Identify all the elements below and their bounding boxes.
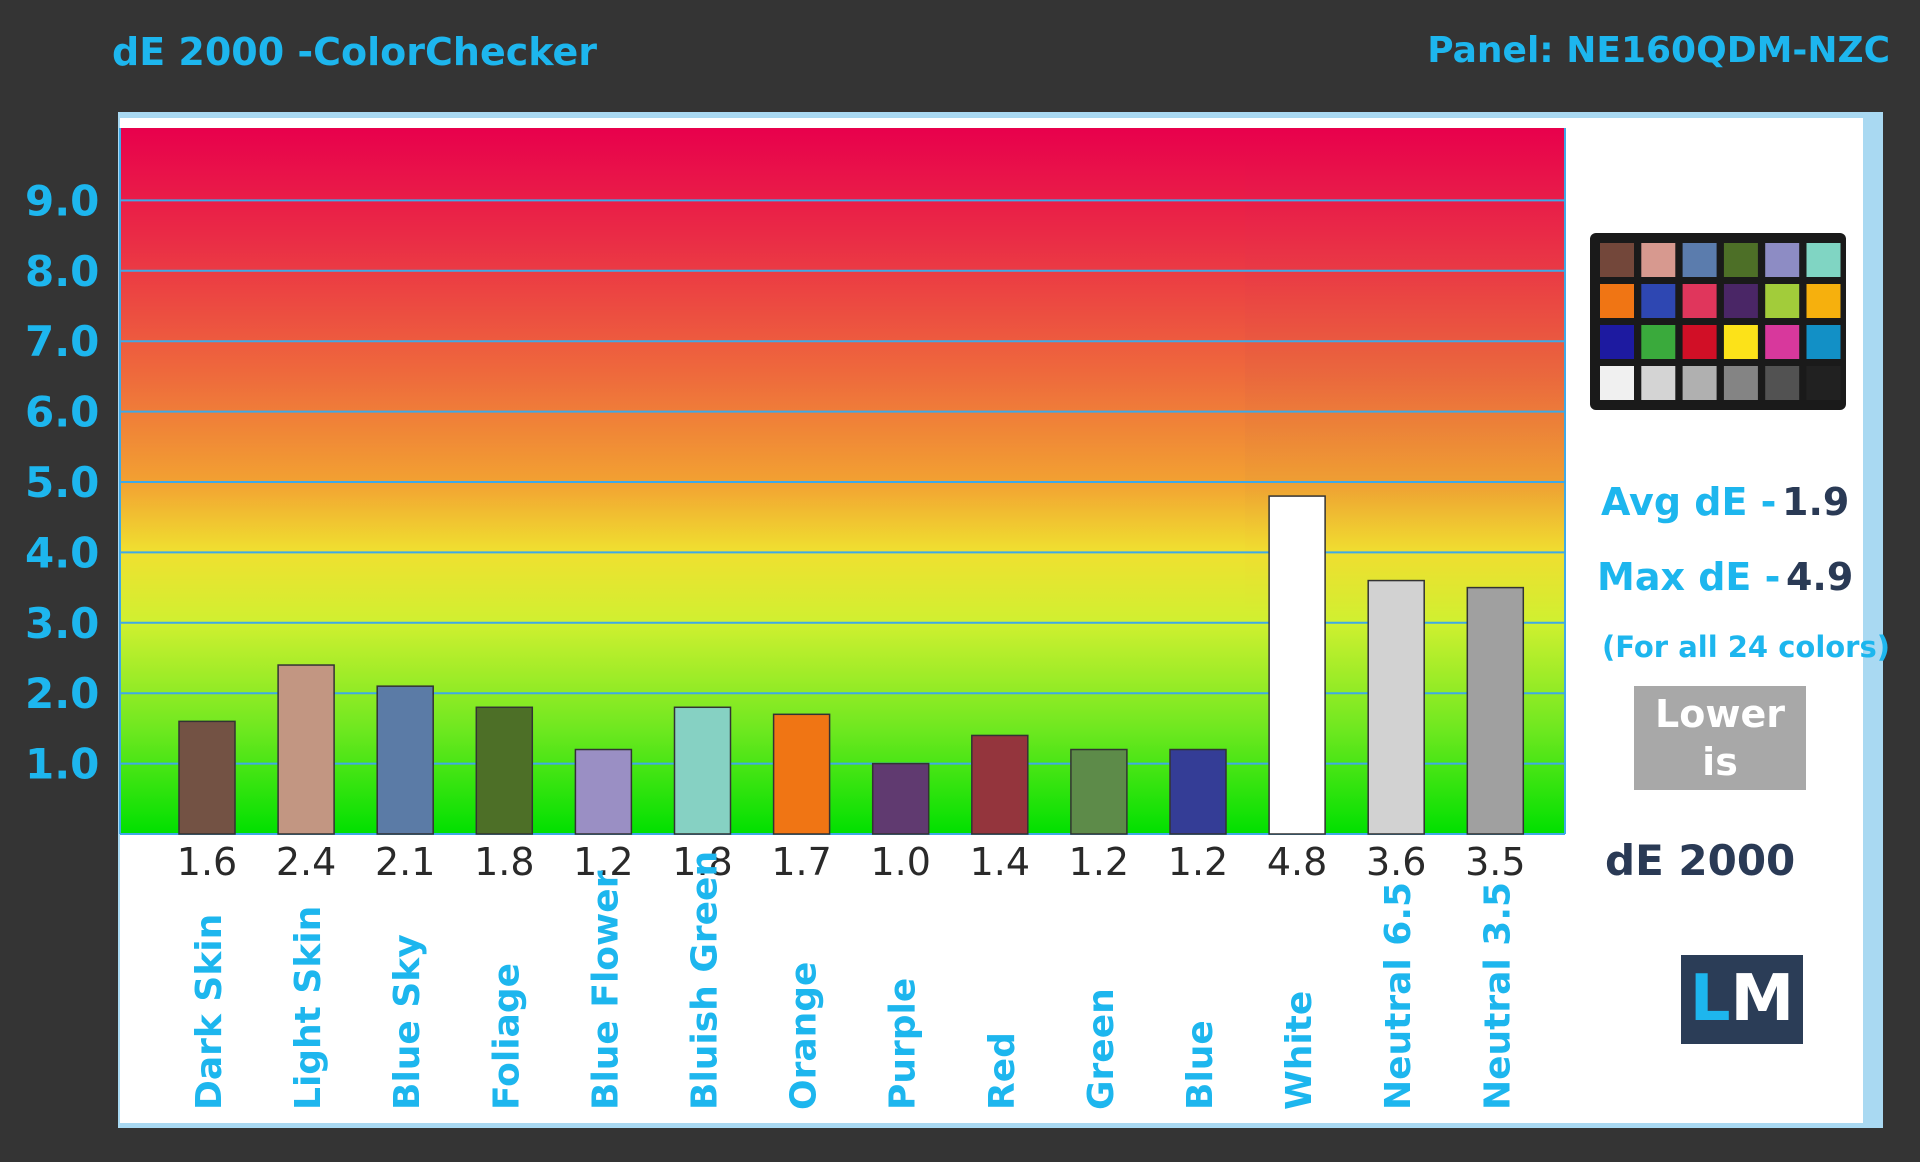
category-label: Blue [1180, 1020, 1221, 1110]
bar-blue [1169, 748, 1227, 835]
bar-light-skin [277, 664, 335, 835]
value-label: 1.8 [474, 840, 534, 884]
swatch-patch [1765, 366, 1800, 400]
lower-is-better-badge: Lower is better [1634, 686, 1806, 832]
bar-blue-sky [376, 685, 434, 835]
swatch-patch [1600, 243, 1634, 277]
swatch-patch [1600, 325, 1634, 359]
swatch-patch [1806, 325, 1841, 359]
y-tick-label: 8.0 [25, 247, 99, 296]
bar-red [971, 734, 1029, 835]
y-tick-label: 4.0 [25, 528, 99, 577]
avg-de-label: Avg dE - [1601, 480, 1777, 524]
max-de-label: Max dE - [1597, 555, 1781, 599]
value-label: 1.2 [573, 840, 633, 884]
swatch-patch [1600, 366, 1634, 400]
chart-title: dE 2000 -ColorChecker [112, 30, 598, 74]
category-label: Purple [883, 978, 924, 1110]
swatch-patch [1765, 243, 1800, 277]
bar-white [1268, 495, 1326, 835]
swatch-patch [1682, 325, 1717, 359]
swatch-patch [1723, 284, 1758, 318]
category-labels: Dark Skin Light Skin Blue Sky Foliage Blue F… [189, 851, 1518, 1110]
bar-dark-skin [178, 720, 236, 835]
swatch-patch [1641, 366, 1676, 400]
y-tick-label: 5.0 [25, 458, 99, 507]
category-label: Orange [784, 962, 825, 1110]
y-tick-label: 1.0 [25, 740, 99, 789]
badge-line-1: Lower is [1655, 692, 1785, 784]
y-axis-ticks: 1.0 2.0 3.0 4.0 5.0 6.0 7.0 8.0 9.0 [25, 176, 99, 788]
category-label: White [1279, 991, 1320, 1110]
swatch-patch [1682, 366, 1717, 400]
value-label: 1.4 [970, 840, 1030, 884]
value-label: 1.6 [177, 840, 237, 884]
y-tick-label: 3.0 [25, 599, 99, 648]
swatch-patch [1723, 243, 1758, 277]
category-label: Neutral 6.5 [1378, 882, 1419, 1110]
category-label: Light Skin [288, 906, 329, 1110]
logo-letter-l: L [1689, 962, 1731, 1036]
y-tick-label: 7.0 [25, 317, 99, 366]
panel-label: Panel: NE160QDM-NZC [1427, 30, 1890, 71]
category-label: Red [982, 1032, 1023, 1110]
value-label: 1.8 [672, 840, 732, 884]
value-labels: 1.6 2.4 2.1 1.8 1.2 1.8 1.7 1.0 1.4 1.2 1.2 4.8 3.6 3… [177, 840, 1526, 884]
avg-de-value: 1.9 [1782, 480, 1850, 524]
category-label: Bluish Green [685, 851, 726, 1110]
bar-neutral-6-5 [1367, 579, 1425, 835]
value-label: 2.1 [375, 840, 435, 884]
swatch-patch [1765, 325, 1800, 359]
bar-neutral-3-5 [1466, 586, 1525, 835]
swatch-patch [1641, 325, 1676, 359]
category-label: Blue Flower [585, 870, 626, 1110]
category-label: Dark Skin [189, 914, 230, 1110]
category-label: Neutral 3.5 [1477, 882, 1518, 1110]
bar-bluish-green [673, 706, 732, 835]
max-de-value: 4.9 [1785, 555, 1854, 599]
bar-blue-flower [574, 748, 633, 835]
value-label: 3.5 [1465, 840, 1525, 884]
value-label: 4.8 [1267, 840, 1327, 884]
swatch-frame [1590, 233, 1846, 410]
y-tick-label: 2.0 [25, 669, 99, 718]
badge-line-2: better [1653, 788, 1787, 832]
bar-orange [772, 713, 831, 835]
bars [178, 495, 1525, 835]
swatch-patch [1600, 284, 1634, 318]
value-label: 1.2 [1168, 840, 1228, 884]
value-label: 1.0 [870, 840, 930, 884]
y-tick-label: 9.0 [25, 176, 99, 225]
swatch-patch [1806, 243, 1841, 277]
swatch-patch [1765, 284, 1800, 318]
swatch-patch [1682, 243, 1717, 277]
category-label: Green [1081, 988, 1122, 1110]
bar-foliage [475, 706, 534, 835]
swatch-patch [1723, 325, 1758, 359]
metric-label: dE 2000 [1605, 836, 1796, 885]
value-label: 1.7 [771, 840, 831, 884]
logo-letter-m: M [1730, 962, 1795, 1036]
swatch-patch [1806, 284, 1841, 318]
swatch-patch [1806, 366, 1841, 400]
category-label: Blue Sky [387, 934, 428, 1110]
swatch-patch [1641, 243, 1676, 277]
swatch-patch [1682, 284, 1717, 318]
swatch-patch [1641, 284, 1676, 318]
value-label: 1.2 [1069, 840, 1129, 884]
value-label: 2.4 [276, 840, 336, 884]
swatch-patch [1723, 366, 1758, 400]
value-label: 3.6 [1366, 840, 1426, 884]
laptopmedia-logo: LM [1681, 955, 1803, 1044]
colors-note: (For all 24 colors) [1602, 630, 1891, 664]
colorchecker-swatch-icon [1590, 233, 1846, 410]
y-tick-label: 6.0 [25, 388, 99, 437]
bar-green [1070, 748, 1128, 835]
category-label: Foliage [486, 963, 527, 1110]
bar-purple [871, 762, 930, 835]
